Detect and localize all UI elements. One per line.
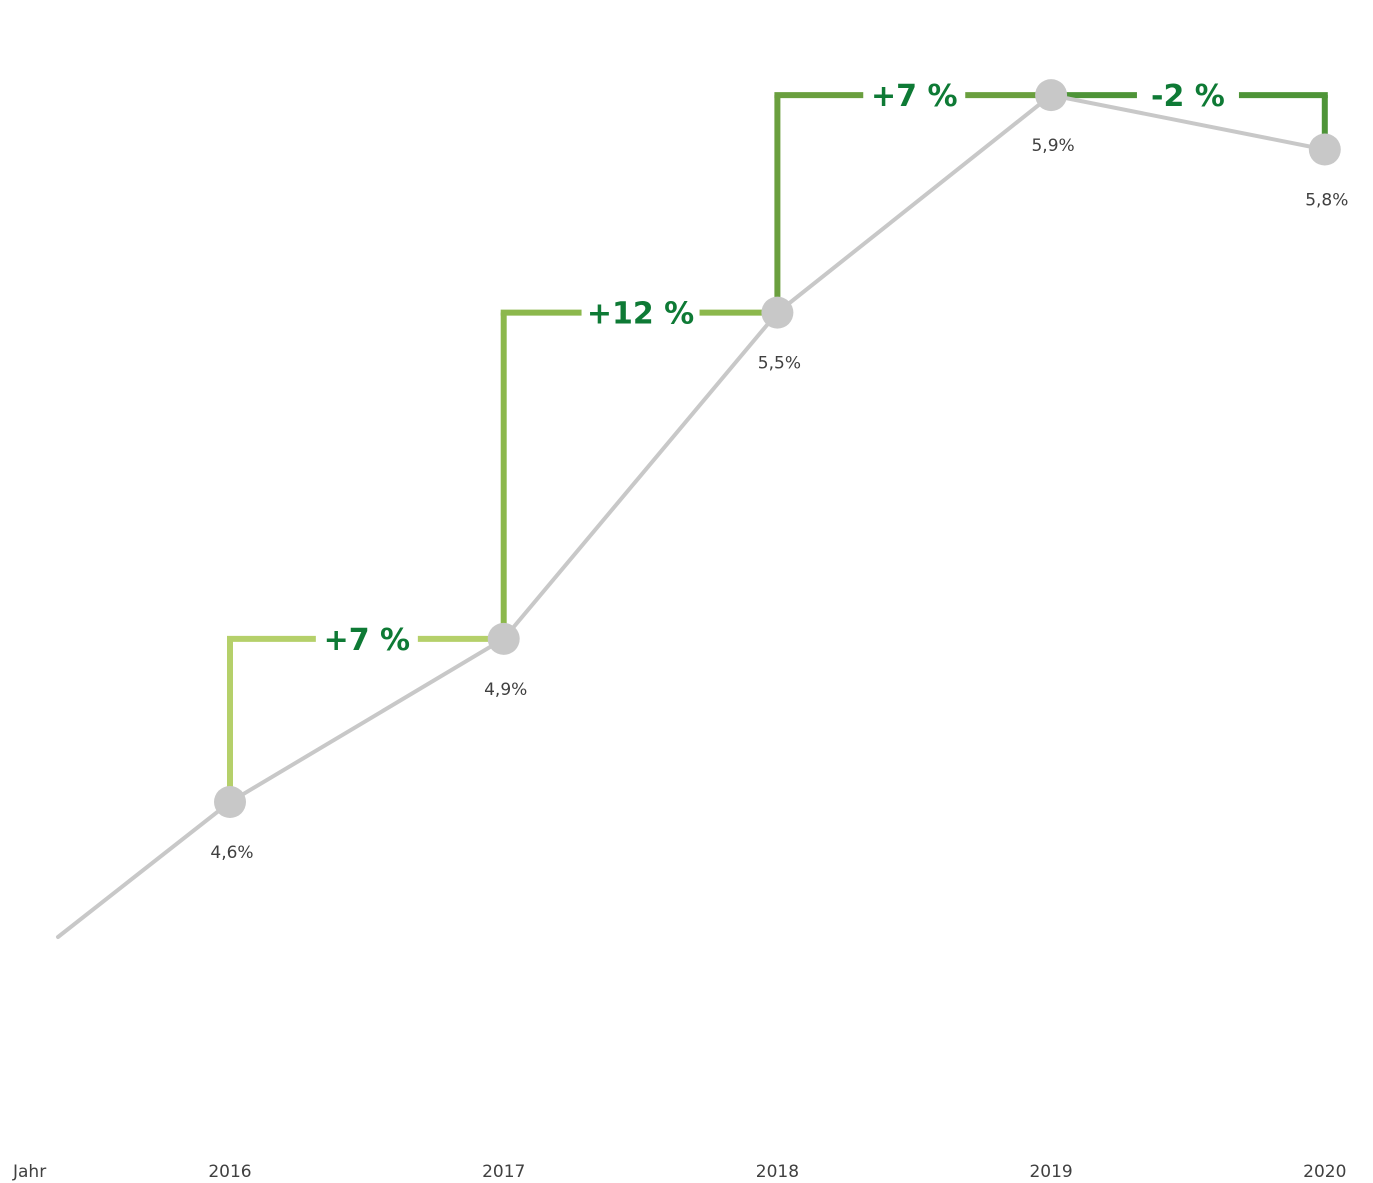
x-axis-label: Jahr (12, 1162, 46, 1182)
x-tick-label: 2019 (1029, 1162, 1072, 1182)
x-tick-label: 2017 (482, 1162, 525, 1182)
data-label: 5,8% (1305, 191, 1348, 211)
data-label: 4,9% (484, 680, 527, 700)
x-tick-label: 2020 (1303, 1162, 1346, 1182)
data-point (214, 786, 246, 818)
change-label: -2 % (1151, 79, 1225, 114)
change-bracket: +7 % (227, 623, 504, 802)
change-label: +7 % (871, 79, 958, 114)
series-line (56, 92, 1327, 939)
change-brackets: +7 % +12 % +7 % -2 % (227, 79, 1328, 802)
data-point (1035, 79, 1068, 112)
data-label: 4,6% (210, 843, 253, 863)
change-bracket: +12 % (500, 297, 778, 639)
change-bracket: +7 % (774, 79, 1052, 313)
data-point (1308, 133, 1341, 166)
point-labels: 4,6% 4,9% 5,5% 5,9% 5,8% (210, 136, 1348, 863)
change-label: +7 % (324, 623, 411, 658)
x-tick-label: 2018 (756, 1162, 799, 1182)
change-bracket: -2 % (1051, 79, 1328, 150)
data-point (761, 296, 794, 329)
x-tick-labels: Jahr 2016 2017 2018 2019 2020 (12, 1162, 1346, 1182)
data-point (487, 622, 520, 655)
series-path (56, 92, 1327, 939)
data-label: 5,9% (1031, 136, 1074, 156)
data-label: 5,5% (758, 354, 801, 374)
data-points (214, 79, 1341, 818)
change-label: +12 % (587, 297, 694, 332)
x-tick-label: 2016 (208, 1162, 251, 1182)
